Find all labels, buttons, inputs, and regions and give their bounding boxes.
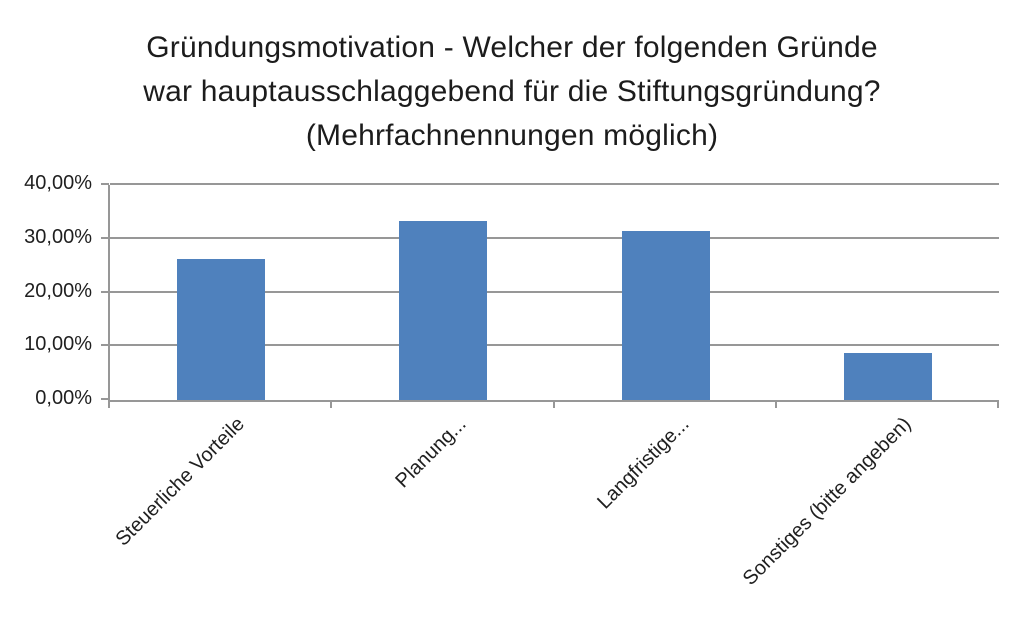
x-axis-tick-mark bbox=[997, 400, 999, 408]
gridline bbox=[110, 183, 999, 185]
y-axis-tick-label: 0,00% bbox=[35, 387, 92, 409]
chart-title-line-1: Gründungsmotivation - Welcher der folgen… bbox=[146, 31, 878, 64]
gridline bbox=[110, 344, 999, 347]
x-axis-tick-label: Steuerliche Vorteile bbox=[111, 413, 249, 551]
x-axis-tick-label: Sonstiges (bitte angeben) bbox=[738, 413, 916, 590]
y-axis-tick-mark bbox=[101, 183, 109, 185]
chart-title-line-2: war hauptausschlaggebend für die Stiftun… bbox=[143, 75, 881, 108]
y-axis-tick-mark bbox=[101, 236, 109, 239]
bar bbox=[177, 258, 266, 400]
y-axis-tick-mark bbox=[101, 344, 109, 347]
y-axis-tick-label: 40,00% bbox=[24, 172, 92, 194]
x-axis-tick-mark bbox=[108, 400, 110, 408]
x-axis-tick-mark bbox=[774, 400, 777, 408]
x-axis-tick-mark bbox=[330, 400, 333, 408]
bar bbox=[621, 230, 710, 400]
gridline bbox=[110, 290, 999, 293]
x-axis-tick-mark bbox=[552, 400, 555, 408]
x-axis-tick-label: Planung... bbox=[391, 413, 471, 493]
gridline bbox=[110, 236, 999, 239]
bar bbox=[399, 221, 488, 400]
y-axis-tick-label: 10,00% bbox=[24, 333, 92, 356]
chart-title: Gründungsmotivation - Welcher der folgen… bbox=[0, 26, 1024, 158]
y-axis-tick-label: 20,00% bbox=[24, 279, 92, 302]
x-axis-tick-label: Langfristige... bbox=[592, 413, 694, 514]
y-axis-tick-mark bbox=[101, 398, 109, 400]
y-axis-line bbox=[108, 185, 110, 402]
y-axis-tick-mark bbox=[101, 290, 109, 293]
bar bbox=[843, 352, 932, 400]
chart-title-line-3: (Mehrfachnennungen möglich) bbox=[305, 119, 719, 152]
y-axis-tick-label: 30,00% bbox=[24, 225, 92, 248]
